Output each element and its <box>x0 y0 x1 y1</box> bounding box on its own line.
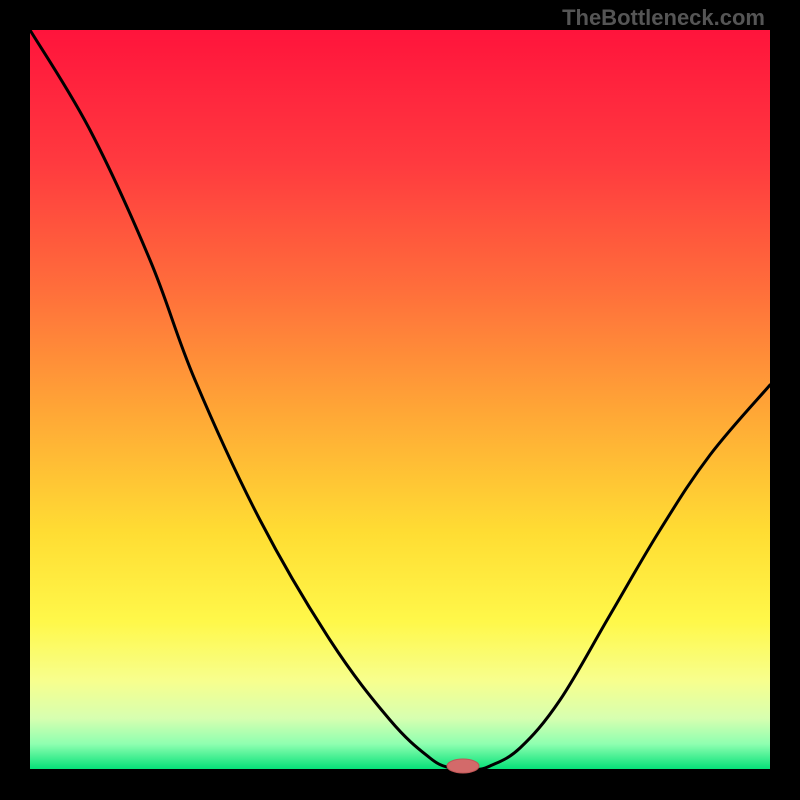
plot-background <box>30 30 770 770</box>
chart-container: TheBottleneck.com <box>0 0 800 800</box>
bottleneck-chart <box>0 0 800 800</box>
optimal-marker <box>447 759 479 773</box>
